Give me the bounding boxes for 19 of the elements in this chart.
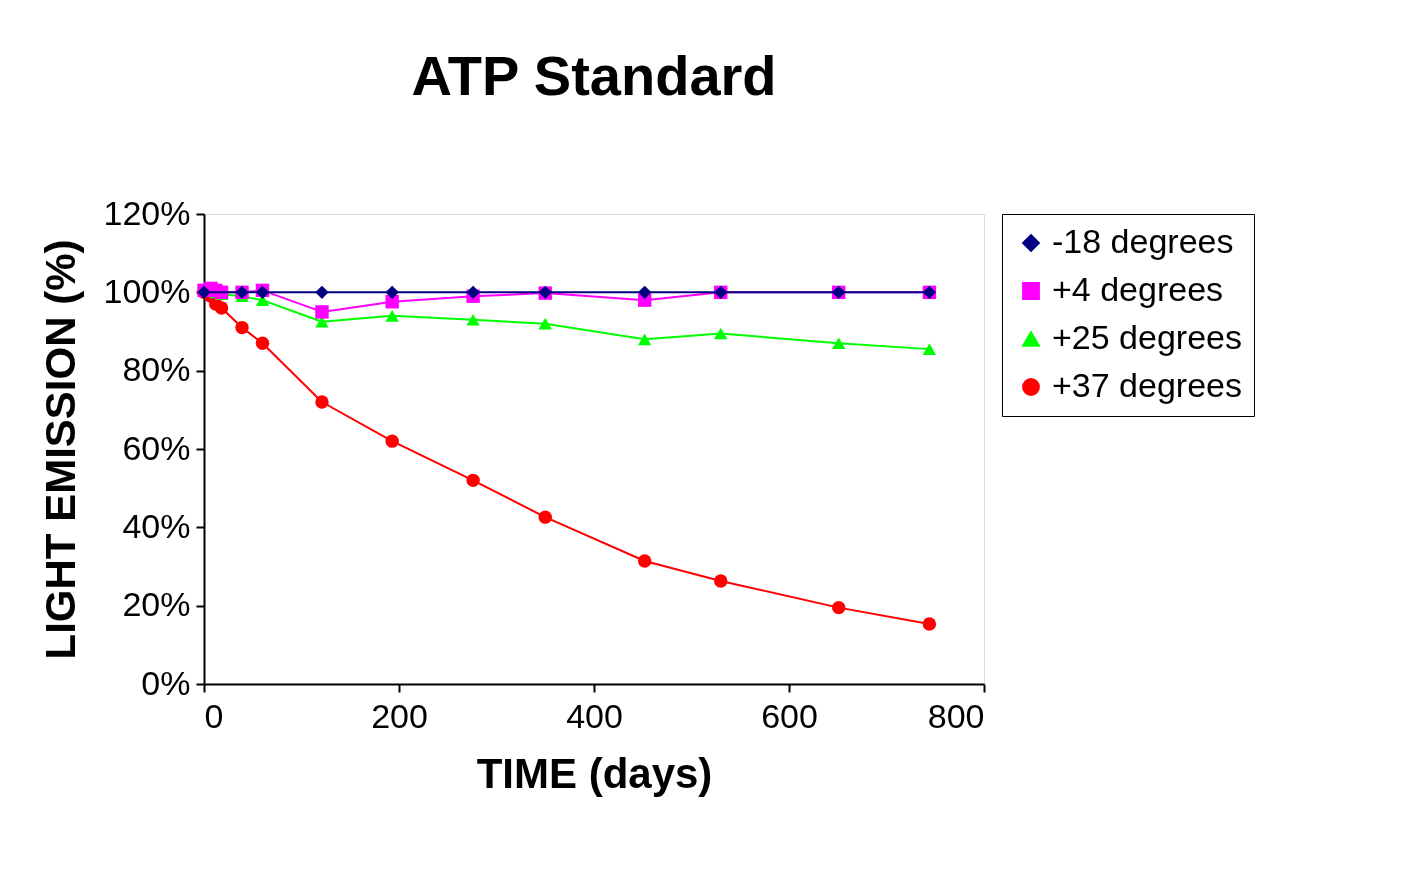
x-tick-label: 800 [927,696,985,735]
y-tick-label: 60% [122,428,191,467]
x-tick-label: 400 [566,696,623,735]
legend-label: +25 degrees [1052,318,1242,356]
legend-label: +4 degrees [1052,270,1224,308]
y-axis-title: LIGHT EMISSION (%) [36,239,84,660]
y-tick-label: 40% [122,506,191,545]
legend-label: +37 degrees [1052,366,1242,404]
x-tick-label: 200 [371,696,428,735]
x-tick-label: 0 [204,696,224,735]
y-tick-label: 120% [103,193,191,232]
x-axis-title: TIME (days) [476,749,713,797]
y-tick-label: 0% [141,663,191,702]
legend-label: -18 degrees [1052,222,1234,260]
x-tick-label: 600 [761,696,818,735]
y-tick-label: 100% [103,271,191,310]
y-tick-label: 80% [122,350,191,389]
chart-title: ATP Standard [411,44,777,107]
y-tick-label: 20% [122,585,191,624]
